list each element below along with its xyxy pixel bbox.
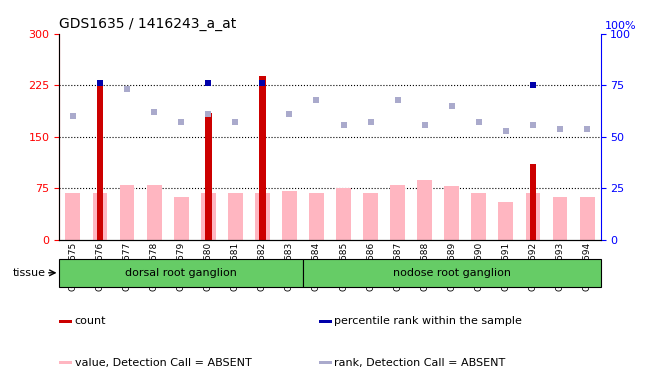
Bar: [498, 202, 513, 240]
Text: 100%: 100%: [605, 21, 636, 31]
Bar: [282, 190, 297, 240]
Bar: [303, 259, 601, 287]
Bar: [174, 197, 189, 240]
Bar: [201, 193, 216, 240]
Bar: [65, 193, 81, 240]
Bar: [336, 188, 351, 240]
Bar: [59, 320, 73, 323]
Bar: [309, 193, 324, 240]
Bar: [579, 197, 595, 240]
Text: rank, Detection Call = ABSENT: rank, Detection Call = ABSENT: [335, 358, 506, 368]
Text: tissue: tissue: [13, 268, 46, 278]
Bar: [417, 180, 432, 240]
Bar: [59, 259, 303, 287]
Bar: [59, 361, 73, 364]
Bar: [319, 361, 332, 364]
Text: percentile rank within the sample: percentile rank within the sample: [335, 316, 522, 326]
Bar: [96, 83, 104, 240]
Bar: [255, 193, 270, 240]
Text: GDS1635 / 1416243_a_at: GDS1635 / 1416243_a_at: [59, 17, 237, 32]
Text: count: count: [75, 316, 106, 326]
Bar: [228, 193, 243, 240]
Bar: [390, 185, 405, 240]
Bar: [471, 193, 486, 240]
Bar: [147, 185, 162, 240]
Text: value, Detection Call = ABSENT: value, Detection Call = ABSENT: [75, 358, 251, 368]
Text: dorsal root ganglion: dorsal root ganglion: [125, 268, 237, 278]
Text: nodose root ganglion: nodose root ganglion: [393, 268, 511, 278]
Bar: [529, 164, 537, 240]
Bar: [119, 185, 135, 240]
Bar: [205, 113, 212, 240]
Bar: [525, 193, 541, 240]
Bar: [92, 193, 108, 240]
Bar: [444, 186, 459, 240]
Bar: [259, 76, 266, 240]
Bar: [363, 193, 378, 240]
Bar: [552, 197, 568, 240]
Bar: [319, 320, 332, 323]
